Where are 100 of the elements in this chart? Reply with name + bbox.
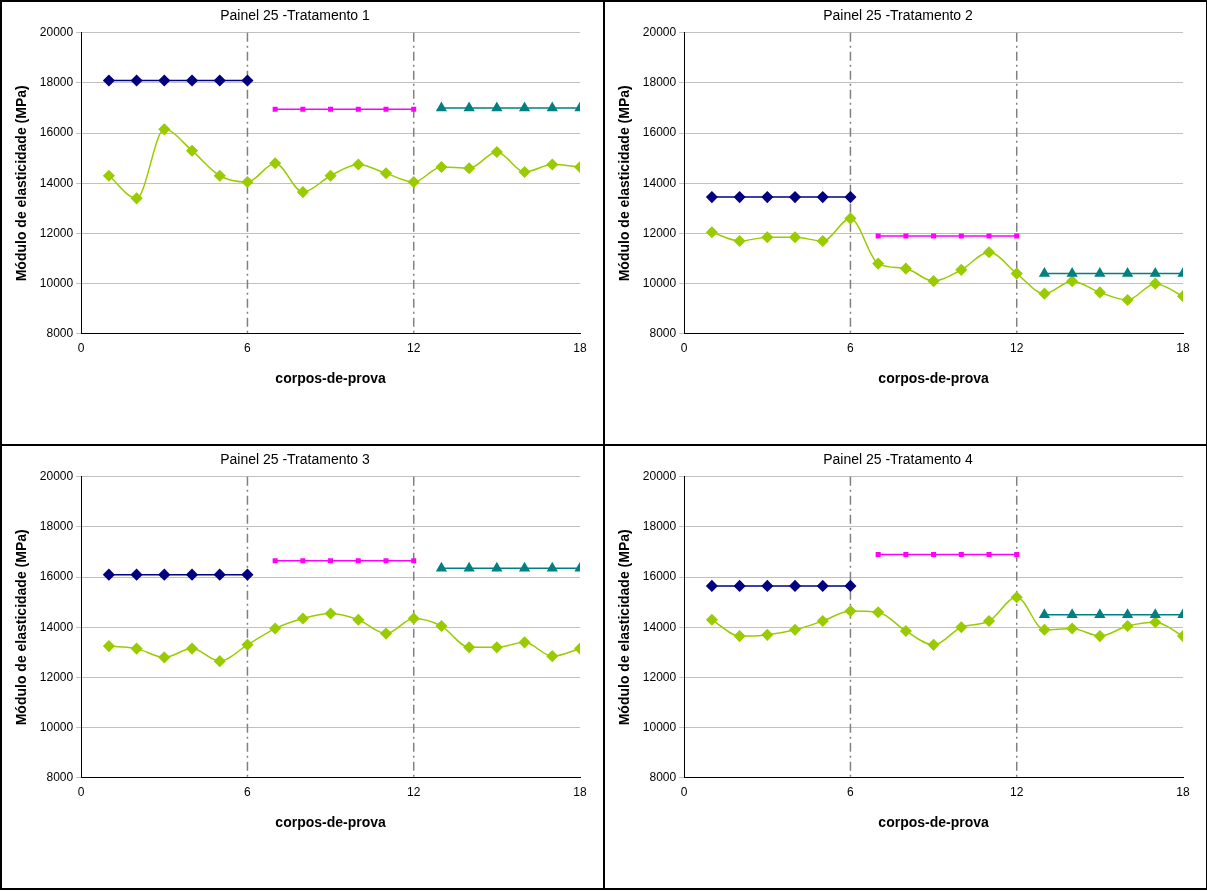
point — [463, 162, 475, 174]
point — [355, 558, 361, 564]
point — [844, 191, 857, 203]
point — [816, 235, 829, 247]
point — [186, 568, 198, 581]
point — [158, 74, 171, 87]
y-tick-label: 12000 — [39, 669, 74, 684]
point — [955, 621, 968, 634]
chart-title: Painel 25 -Tratamento 4 — [823, 451, 974, 468]
y-tick-label: 10000 — [642, 275, 677, 290]
y-tick-label: 16000 — [642, 125, 677, 140]
point — [546, 650, 559, 662]
point — [103, 640, 115, 652]
y-tick-label: 16000 — [642, 569, 677, 584]
point — [816, 580, 829, 592]
point — [955, 264, 968, 276]
point — [761, 629, 774, 641]
y-tick-label: 12000 — [39, 225, 74, 240]
x-axis-title: corpos-de-prova — [878, 814, 990, 831]
y-tick-label: 16000 — [39, 569, 74, 584]
point — [1149, 277, 1162, 290]
point — [491, 641, 503, 654]
y-tick-label: 20000 — [39, 25, 74, 40]
point — [927, 275, 940, 287]
point — [1067, 267, 1078, 277]
point — [297, 612, 309, 625]
point — [435, 161, 448, 173]
point — [1014, 552, 1020, 558]
point — [130, 642, 143, 655]
point — [1150, 609, 1161, 619]
point — [519, 102, 530, 112]
point — [158, 651, 171, 664]
point — [272, 558, 278, 564]
point — [1014, 233, 1020, 239]
point — [931, 233, 937, 239]
y-tick-label: 18000 — [642, 519, 677, 534]
point — [130, 568, 143, 581]
x-tick-label: 12 — [1010, 341, 1024, 356]
point — [789, 624, 801, 636]
point — [1094, 267, 1105, 277]
point — [324, 607, 337, 620]
point — [130, 74, 143, 87]
point — [789, 580, 801, 592]
y-tick-label: 8000 — [46, 770, 74, 785]
point — [706, 226, 718, 238]
x-axis-title: corpos-de-prova — [275, 814, 387, 831]
x-axis-title: corpos-de-prova — [878, 370, 990, 387]
point — [1010, 591, 1023, 603]
y-tick-label: 8000 — [649, 770, 677, 785]
point — [463, 641, 475, 654]
point — [103, 74, 115, 87]
point — [380, 167, 392, 180]
point — [844, 605, 857, 617]
point — [761, 580, 774, 592]
point — [875, 233, 881, 239]
point — [103, 568, 115, 581]
y-tick-label: 18000 — [642, 75, 677, 90]
point — [872, 257, 884, 270]
point — [436, 102, 447, 112]
y-tick-label: 12000 — [642, 669, 677, 684]
x-tick-label: 6 — [847, 785, 855, 800]
point — [546, 158, 559, 171]
y-tick-label: 10000 — [39, 275, 74, 290]
point — [269, 622, 281, 635]
x-axis-title: corpos-de-prova — [275, 370, 387, 387]
point — [1039, 609, 1050, 619]
point — [706, 580, 718, 592]
y-tick-label: 8000 — [46, 326, 74, 341]
point — [1094, 630, 1106, 642]
x-tick-label: 6 — [244, 785, 252, 800]
point — [213, 74, 226, 87]
y-axis-title: Módulo de elasticidade (MPa) — [616, 85, 633, 282]
point — [435, 620, 448, 632]
point — [931, 552, 937, 558]
x-tick-label: 18 — [1176, 785, 1190, 800]
point — [983, 246, 995, 259]
point — [297, 186, 309, 198]
point — [1121, 294, 1134, 306]
point — [789, 191, 801, 203]
point — [1094, 609, 1105, 619]
point — [1066, 622, 1078, 635]
point — [186, 144, 198, 157]
point — [241, 639, 254, 651]
point — [983, 615, 995, 627]
point — [927, 639, 940, 651]
point — [103, 170, 115, 182]
point — [733, 630, 746, 642]
point — [1094, 286, 1106, 299]
chart-title: Painel 25 -Tratamento 3 — [220, 451, 371, 468]
point — [411, 558, 417, 564]
y-tick-label: 20000 — [642, 469, 677, 484]
point — [1122, 267, 1133, 277]
point — [328, 106, 334, 112]
x-tick-label: 0 — [77, 341, 85, 356]
point — [706, 614, 718, 626]
point — [518, 166, 531, 178]
point — [1066, 275, 1078, 287]
point — [380, 627, 392, 640]
point — [130, 192, 143, 205]
point — [1122, 609, 1133, 619]
